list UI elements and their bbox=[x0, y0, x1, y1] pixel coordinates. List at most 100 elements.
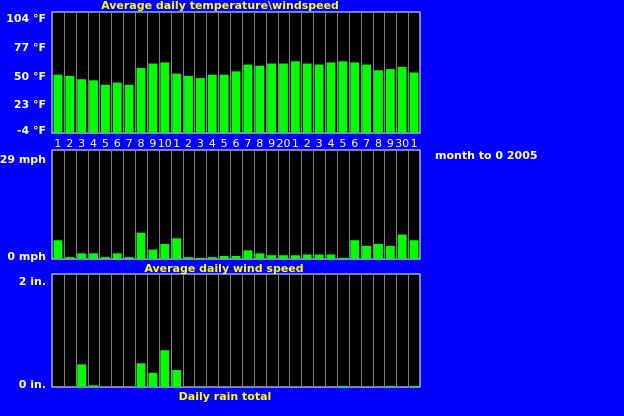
wind-bar bbox=[65, 257, 75, 259]
day-label: 4 bbox=[327, 137, 334, 150]
day-label: 8 bbox=[375, 137, 382, 150]
day-label: 6 bbox=[114, 137, 121, 150]
temp-tick-104: 104 °F bbox=[6, 12, 46, 25]
temp-bar bbox=[148, 63, 158, 134]
temp-tick-50: 50 °F bbox=[14, 70, 46, 83]
temp-bar bbox=[100, 84, 110, 133]
day-label: 10 bbox=[158, 137, 172, 150]
wind-bar bbox=[362, 245, 372, 259]
rain-bar bbox=[385, 385, 395, 387]
temp-bar bbox=[231, 71, 241, 133]
day-label: 1 bbox=[173, 137, 180, 150]
wind-bar bbox=[124, 257, 134, 259]
day-label: 4 bbox=[90, 137, 97, 150]
day-label: 3 bbox=[197, 137, 204, 150]
wind-chart-title: Average daily wind speed bbox=[144, 262, 303, 275]
temp-bar bbox=[326, 62, 336, 133]
temp-bar bbox=[53, 74, 63, 133]
day-label: 2 bbox=[185, 137, 192, 150]
day-label: 3 bbox=[78, 137, 85, 150]
temp-bar bbox=[362, 64, 372, 133]
rain-bar bbox=[409, 385, 419, 387]
day-label: 4 bbox=[209, 137, 216, 150]
temp-bar bbox=[207, 74, 217, 133]
temp-bar bbox=[397, 66, 407, 133]
day-label: 1 bbox=[292, 137, 299, 150]
temp-bar bbox=[160, 62, 170, 133]
day-label: 2 bbox=[66, 137, 73, 150]
day-label: 3 bbox=[316, 137, 323, 150]
day-label: 8 bbox=[138, 137, 145, 150]
wind-bar bbox=[409, 240, 419, 259]
wind-bar bbox=[279, 255, 288, 259]
wind-bar bbox=[255, 253, 265, 259]
day-label: 7 bbox=[126, 137, 133, 150]
day-label: 1 bbox=[411, 137, 418, 150]
day-label: 5 bbox=[102, 137, 109, 150]
wind-bar bbox=[160, 243, 170, 259]
wind-bar bbox=[100, 257, 110, 259]
temp-bar bbox=[338, 61, 348, 133]
temperature-chart: Average daily temperature\windspeed 104 … bbox=[6, 0, 421, 150]
rain-bar bbox=[136, 363, 146, 387]
wind-bar bbox=[326, 254, 336, 259]
rain-y-axis: 2 in. 0 in. bbox=[19, 275, 46, 391]
temp-bar bbox=[195, 78, 205, 133]
temp-bar bbox=[385, 69, 395, 133]
rain-bar bbox=[338, 385, 348, 387]
temp-bar bbox=[77, 79, 87, 133]
day-label: 1 bbox=[54, 137, 61, 150]
day-label: 5 bbox=[339, 137, 346, 150]
temp-bar bbox=[290, 61, 300, 133]
temp-bar bbox=[89, 80, 98, 133]
temp-tick-77: 77 °F bbox=[14, 41, 46, 54]
rain-tick-2: 2 in. bbox=[19, 275, 46, 288]
rain-bar bbox=[160, 350, 170, 387]
wind-plot-area bbox=[51, 149, 421, 260]
rain-bar bbox=[172, 370, 182, 387]
wind-y-axis: 29 mph 0 mph bbox=[0, 153, 46, 263]
day-label: 6 bbox=[351, 137, 358, 150]
wind-bar bbox=[184, 257, 193, 259]
temp-bar bbox=[112, 82, 122, 133]
temp-bar bbox=[314, 64, 324, 133]
wind-bar bbox=[231, 255, 241, 259]
rain-chart: 2 in. 0 in. Daily rain total bbox=[19, 273, 421, 403]
wind-bar bbox=[89, 253, 98, 259]
wind-bar bbox=[267, 255, 277, 259]
wind-chart: 29 mph 0 mph Average daily wind speed bbox=[0, 149, 421, 275]
day-label: 5 bbox=[221, 137, 228, 150]
temp-bar bbox=[255, 65, 265, 133]
wind-bar bbox=[374, 243, 383, 259]
temp-bar bbox=[243, 64, 253, 133]
wind-bar bbox=[77, 253, 87, 259]
day-label: 6 bbox=[233, 137, 240, 150]
temperature-y-axis: 104 °F 77 °F 50 °F 23 °F -4 °F bbox=[6, 12, 46, 137]
day-label: 20 bbox=[276, 137, 290, 150]
wind-bar bbox=[136, 232, 146, 259]
temp-bar bbox=[409, 72, 419, 133]
temp-bar bbox=[279, 63, 288, 134]
day-label: 7 bbox=[244, 137, 251, 150]
temp-bar bbox=[124, 84, 134, 133]
wind-bar bbox=[53, 240, 63, 259]
temp-tick-23: 23 °F bbox=[14, 98, 46, 111]
wind-bar bbox=[302, 254, 312, 259]
rain-bar bbox=[89, 385, 98, 387]
rain-bar bbox=[148, 372, 158, 387]
wind-tick-0: 0 mph bbox=[7, 250, 46, 263]
wind-bar bbox=[207, 257, 217, 259]
day-label: 9 bbox=[387, 137, 394, 150]
wind-bar bbox=[219, 255, 229, 259]
wind-bar bbox=[290, 255, 300, 259]
day-label: 8 bbox=[256, 137, 263, 150]
day-label: 7 bbox=[363, 137, 370, 150]
rain-chart-title: Daily rain total bbox=[179, 390, 272, 403]
day-label: 30 bbox=[395, 137, 409, 150]
temp-bar bbox=[350, 62, 360, 133]
day-axis: 1 2 3 4 5 6 7 8 9 10 1 2 3 4 5 6 7 8 9 20 1 2 3 4 5 6 7 8 9 30 1 bbox=[54, 137, 417, 150]
day-label: 9 bbox=[268, 137, 275, 150]
wind-bar bbox=[112, 253, 122, 259]
rain-tick-0: 0 in. bbox=[19, 378, 46, 391]
wind-bar bbox=[350, 240, 360, 259]
